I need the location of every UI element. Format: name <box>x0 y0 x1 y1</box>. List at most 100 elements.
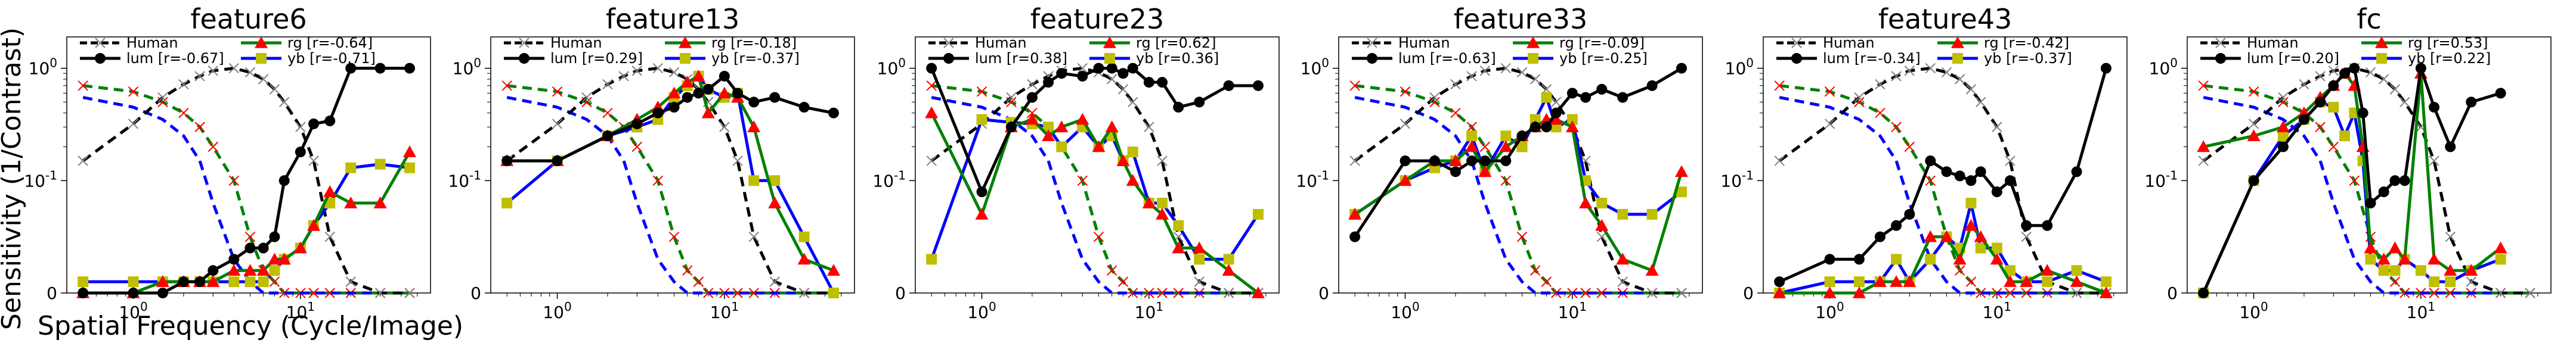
ref-rg-curve-marker-b <box>1541 276 1552 287</box>
yb-point <box>1824 276 1835 288</box>
human-curve-marker <box>1925 63 1936 74</box>
human-curve <box>930 67 1258 295</box>
rg-point <box>2020 275 2033 287</box>
human-curve-marker-b <box>2399 96 2410 108</box>
yb-point <box>1043 121 1054 133</box>
human-curve-marker-b <box>258 74 269 85</box>
human-curve <box>1354 67 1682 295</box>
lum-point <box>1466 155 1478 167</box>
ref-rg-curve-marker <box>1541 276 1552 287</box>
ref-rg-curve-marker <box>732 288 743 298</box>
human-curve-marker <box>295 121 306 132</box>
ref-rg-curve-marker <box>2005 288 2015 298</box>
lum-point <box>1500 155 1512 167</box>
rg-point <box>2004 275 2017 287</box>
legend-marker-rg <box>1527 36 1540 48</box>
legend-label-lum: lum [r=-0.34] <box>1823 50 1921 67</box>
ref-rg-curve-marker <box>2328 141 2339 152</box>
rg-point <box>826 264 840 276</box>
human-curve-marker <box>1349 155 1360 166</box>
legend-label-lum: lum [r=0.38] <box>975 50 1067 67</box>
yb-point <box>1617 208 1628 220</box>
lum-point <box>278 175 290 186</box>
yb-point <box>769 175 781 186</box>
rg-point <box>1499 140 1513 152</box>
ref-rg-curve-marker <box>244 231 256 242</box>
human-curve-marker <box>194 71 205 82</box>
y-tick-label: 100 <box>1301 56 1329 79</box>
human-curve-marker-b <box>1450 79 1461 90</box>
y-tick-label: 100 <box>453 56 481 79</box>
legend-label-yb: yb [r=-0.37] <box>711 50 800 67</box>
ref-rg-curve-marker <box>501 80 512 91</box>
yb-point <box>1516 141 1528 152</box>
yb-point <box>1252 208 1264 220</box>
human-curve-marker-b <box>269 84 280 95</box>
rg-point <box>307 219 321 231</box>
human-curve-marker <box>1904 66 1915 76</box>
rg-point <box>2377 252 2391 265</box>
human-curve-marker <box>1646 288 1658 298</box>
legend-marker-yb <box>1528 53 1538 64</box>
rg-point <box>2494 241 2507 254</box>
ref-rg-curve-marker-b <box>2278 96 2289 108</box>
human-curve-marker-b <box>1975 96 1986 108</box>
rg-point <box>2388 241 2402 254</box>
human-curve-marker <box>1157 155 1168 166</box>
lum-point <box>1479 155 1491 167</box>
rg-point <box>1645 264 1659 276</box>
lum-point <box>732 88 744 99</box>
ref-rg-curve-marker <box>1954 265 1965 276</box>
ref-rg-curve-marker-b <box>178 107 189 119</box>
lum-point <box>1349 231 1361 242</box>
ref-rg-curve-marker <box>1550 288 1562 298</box>
human-curve-marker-b <box>1550 96 1562 108</box>
lum-point <box>404 63 415 74</box>
human-curve-marker-b <box>2378 74 2389 85</box>
yb-point <box>2445 276 2456 288</box>
rg-point <box>2464 264 2478 276</box>
rg-point <box>1222 264 1236 276</box>
human-curve-marker <box>1975 96 1986 108</box>
ref-rg-curve-marker-b <box>1891 121 1902 132</box>
legend-marker-human-b <box>1791 38 1802 48</box>
human-curve-marker <box>1117 84 1129 95</box>
ref-rg-curve-marker-b <box>652 175 664 186</box>
lum-point <box>693 88 704 99</box>
yb-point <box>2071 265 2082 276</box>
ref-rg-curve-marker <box>682 265 693 276</box>
ref-rg-curve-marker-b <box>926 80 937 91</box>
ref-rg-curve-marker <box>1400 86 1411 97</box>
lum-point <box>2445 141 2456 152</box>
yb-point <box>1500 130 1512 142</box>
human-curve-marker <box>2429 155 2439 166</box>
x-tick-label: 101 <box>1983 300 2011 322</box>
lum-point <box>2495 88 2506 99</box>
ref-rg-curve-marker <box>1173 288 1184 298</box>
rg-point <box>1193 241 1206 254</box>
x-tick-label: 100 <box>1391 300 1419 322</box>
legend-marker-rg <box>255 36 268 48</box>
legend-label-lum: lum [r=0.29] <box>550 50 643 67</box>
ref-rg-curve-marker <box>926 80 937 91</box>
yb-point <box>228 276 240 288</box>
legend-label-human: Human <box>1823 35 1875 51</box>
ref-rg-curve-marker-b <box>2349 175 2360 186</box>
ref-rg-curve-marker-b <box>602 107 613 119</box>
human-curve-marker <box>631 66 643 76</box>
ref-rg-curve-marker-b <box>2328 141 2339 152</box>
human-curve-marker-b <box>1596 231 1607 242</box>
yb-point <box>1194 254 1205 265</box>
human-curve-marker <box>2389 84 2401 95</box>
legend-label-rg: rg [r=-0.42] <box>1984 35 2069 51</box>
human-curve-marker <box>652 63 664 74</box>
lum-point <box>602 130 613 142</box>
human-curve-marker-b <box>1500 63 1512 74</box>
ref-rg-curve-marker <box>1349 80 1360 91</box>
panel-title: feature23 <box>1030 3 1165 35</box>
human-curve-marker <box>374 288 386 298</box>
